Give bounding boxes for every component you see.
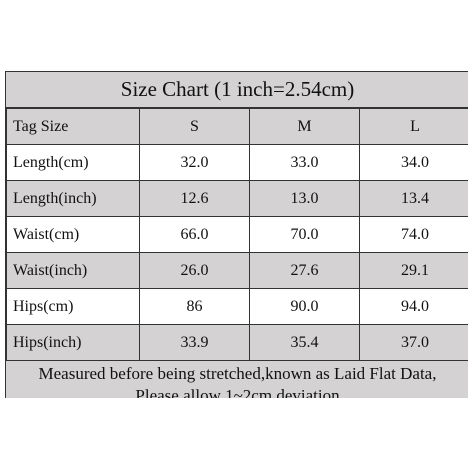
cell-s: 66.0	[139, 216, 250, 253]
size-chart: Size Chart (1 inch=2.54cm) Tag Size S M …	[5, 71, 468, 398]
cell-m: 90.0	[249, 288, 360, 325]
chart-title: Size Chart (1 inch=2.54cm)	[6, 72, 468, 108]
header-cell-tag-size: Tag Size	[6, 108, 140, 145]
cell-s: 33.9	[139, 324, 250, 361]
size-table: Tag Size S M L Length(cm) 32.0 33.0 34.0…	[6, 108, 468, 361]
cell-s: 12.6	[139, 180, 250, 217]
table-row: Waist(inch) 26.0 27.6 29.1	[6, 252, 468, 289]
cell-m: 27.6	[249, 252, 360, 289]
cell-l: 29.1	[359, 252, 468, 289]
table-row: Hips(cm) 86 90.0 94.0	[6, 288, 468, 325]
cell-m: 33.0	[249, 144, 360, 181]
cell-l: 94.0	[359, 288, 468, 325]
cell-l: 37.0	[359, 324, 468, 361]
note-line-2: Please allow 1~2cm deviation	[135, 386, 340, 398]
table-row: Length(cm) 32.0 33.0 34.0	[6, 144, 468, 181]
header-cell-l: L	[359, 108, 468, 145]
cell-s: 86	[139, 288, 250, 325]
header-row: Tag Size S M L	[6, 108, 468, 145]
header-cell-s: S	[139, 108, 250, 145]
row-label: Hips(cm)	[6, 288, 140, 325]
cell-m: 35.4	[249, 324, 360, 361]
cell-s: 26.0	[139, 252, 250, 289]
cell-l: 74.0	[359, 216, 468, 253]
cell-s: 32.0	[139, 144, 250, 181]
cell-l: 34.0	[359, 144, 468, 181]
row-label: Length(cm)	[6, 144, 140, 181]
cell-l: 13.4	[359, 180, 468, 217]
row-label: Hips(inch)	[6, 324, 140, 361]
table-row: Length(inch) 12.6 13.0 13.4	[6, 180, 468, 217]
table-row: Hips(inch) 33.9 35.4 37.0	[6, 324, 468, 361]
cell-m: 70.0	[249, 216, 360, 253]
row-label: Waist(cm)	[6, 216, 140, 253]
measurement-note: Measured before being stretched,known as…	[6, 361, 468, 398]
cell-m: 13.0	[249, 180, 360, 217]
row-label: Waist(inch)	[6, 252, 140, 289]
row-label: Length(inch)	[6, 180, 140, 217]
table-row: Waist(cm) 66.0 70.0 74.0	[6, 216, 468, 253]
note-line-1: Measured before being stretched,known as…	[38, 364, 437, 383]
header-cell-m: M	[249, 108, 360, 145]
